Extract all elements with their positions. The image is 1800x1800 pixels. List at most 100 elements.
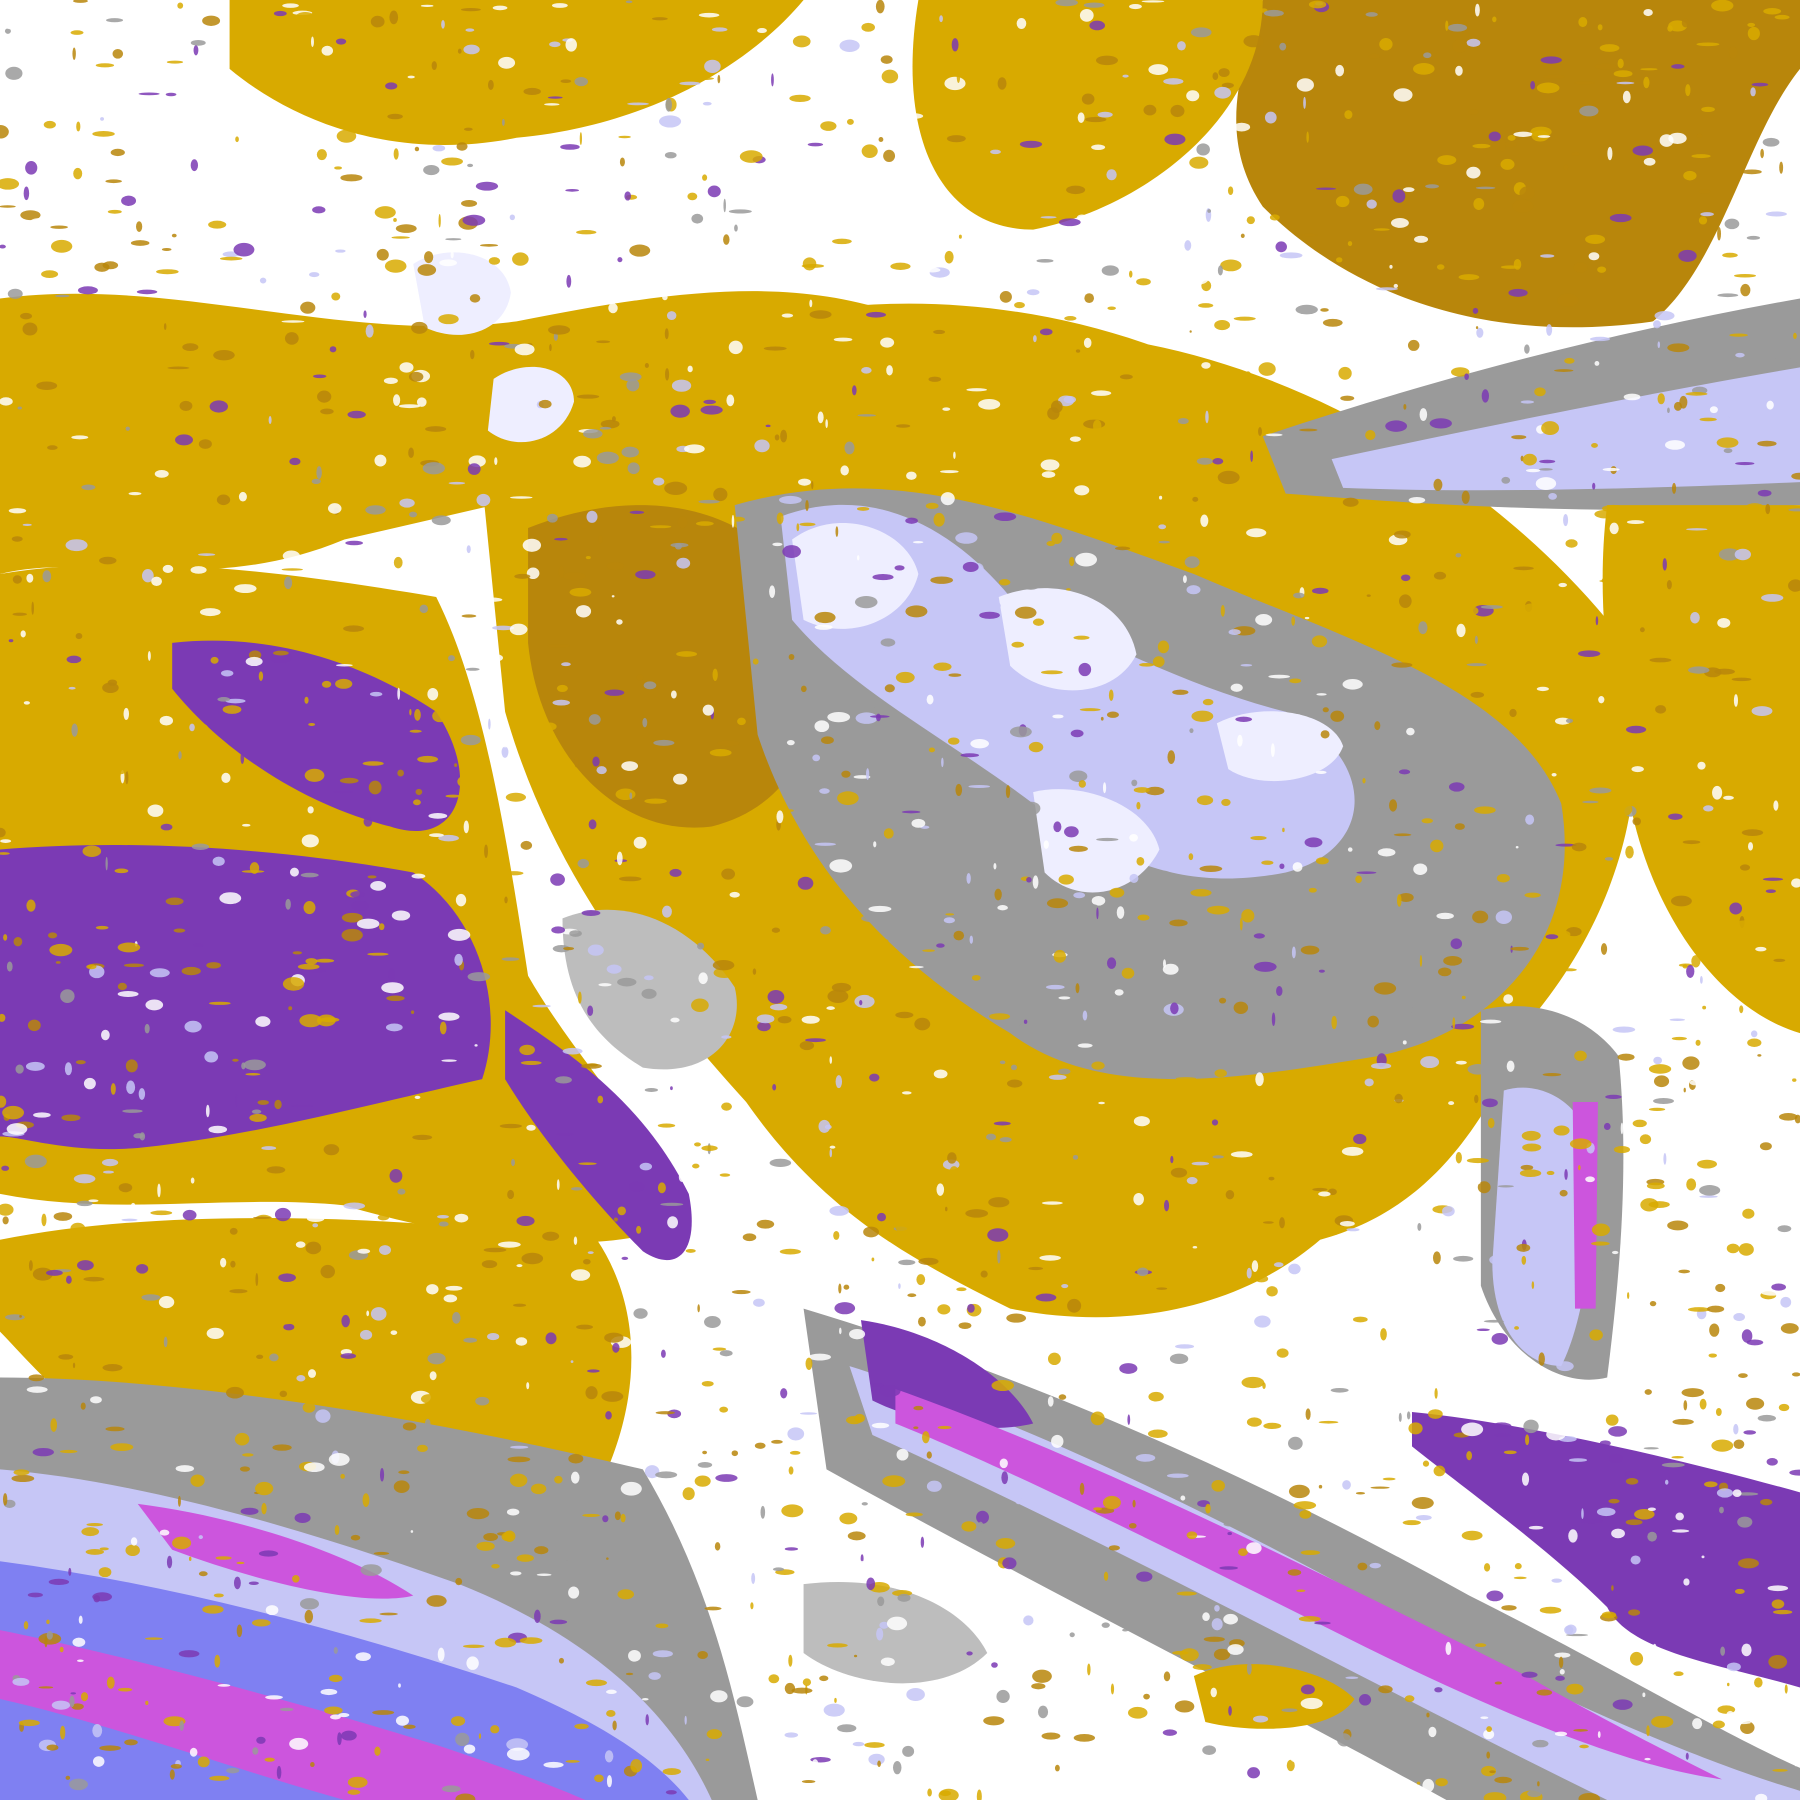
texture-speck (765, 424, 771, 428)
texture-speck (916, 1274, 926, 1286)
texture-speck (222, 705, 242, 714)
texture-speck (1741, 169, 1762, 175)
texture-speck (1375, 287, 1398, 291)
texture-speck (1759, 1142, 1772, 1151)
texture-speck (0, 852, 10, 855)
texture-speck (555, 1132, 575, 1136)
texture-speck (1072, 1658, 1095, 1667)
texture-speck (1219, 997, 1227, 1004)
texture-speck (1746, 235, 1761, 240)
texture-speck (1395, 1379, 1414, 1391)
texture-speck (1729, 333, 1748, 337)
texture-speck (793, 466, 809, 469)
texture-speck (467, 463, 481, 475)
texture-speck (1780, 1296, 1792, 1308)
texture-speck (808, 1711, 817, 1721)
texture-speck (697, 1462, 713, 1468)
texture-speck (866, 311, 886, 318)
texture-speck (801, 1780, 816, 1784)
texture-speck (1177, 417, 1189, 425)
texture-speck (809, 310, 832, 319)
texture-speck (1640, 1198, 1659, 1212)
texture-speck (1189, 728, 1194, 734)
texture-speck (1709, 406, 1718, 414)
texture-speck (976, 1789, 982, 1800)
texture-speck (649, 525, 672, 529)
texture-speck (1534, 387, 1546, 397)
texture-speck (1379, 37, 1393, 51)
texture-speck (1713, 842, 1720, 848)
texture-speck (1077, 112, 1085, 123)
texture-speck (1300, 945, 1320, 955)
texture-speck (13, 719, 32, 734)
texture-speck (1196, 143, 1210, 156)
texture-speck (966, 873, 971, 884)
texture-speck (987, 601, 1001, 611)
texture-speck (1119, 1363, 1138, 1374)
texture-speck (868, 990, 890, 999)
texture-speck (255, 1385, 278, 1398)
texture-speck (379, 1468, 385, 1482)
texture-speck (80, 1402, 86, 1410)
texture-speck (698, 499, 720, 504)
texture-speck (1315, 770, 1327, 774)
texture-speck (1682, 1056, 1700, 1070)
texture-speck (1054, 1764, 1060, 1772)
texture-speck (1699, 1398, 1707, 1410)
texture-speck (465, 742, 471, 756)
texture-speck (190, 159, 199, 172)
texture-speck (789, 94, 811, 103)
texture-speck (1739, 1005, 1744, 1014)
texture-speck (1191, 710, 1214, 722)
texture-speck (55, 961, 61, 964)
texture-speck (229, 1289, 248, 1294)
texture-speck (366, 1310, 370, 1317)
texture-speck (420, 1394, 438, 1404)
texture-speck (702, 704, 714, 716)
texture-speck (1032, 1669, 1052, 1683)
texture-speck (268, 416, 272, 425)
texture-speck (1643, 157, 1656, 166)
texture-speck (956, 1287, 967, 1292)
texture-speck (1058, 218, 1081, 227)
texture-speck (1398, 892, 1414, 902)
texture-speck (854, 994, 875, 1009)
texture-speck (697, 389, 710, 396)
texture-speck (1496, 874, 1510, 883)
texture-speck (75, 149, 88, 162)
texture-speck (359, 1618, 382, 1623)
texture-speck (75, 1060, 86, 1065)
texture-speck (1034, 424, 1046, 432)
texture-speck (142, 569, 154, 583)
texture-speck (662, 905, 672, 918)
texture-speck (288, 1006, 293, 1011)
texture-speck (1665, 440, 1685, 450)
texture-speck (1568, 1458, 1588, 1462)
texture-speck (510, 1571, 522, 1576)
texture-speck (871, 1422, 890, 1429)
texture-speck (23, 186, 30, 201)
texture-speck (1347, 241, 1353, 247)
texture-speck (399, 498, 415, 508)
texture-speck (1554, 1652, 1571, 1658)
texture-speck (1732, 1489, 1742, 1497)
texture-speck (163, 323, 167, 331)
texture-speck (999, 1137, 1012, 1143)
texture-speck (255, 1016, 271, 1027)
texture-speck (800, 685, 807, 693)
texture-speck (620, 1513, 626, 1523)
texture-speck (123, 707, 130, 720)
texture-speck (555, 1076, 572, 1084)
texture-speck (802, 1678, 812, 1687)
texture-speck (1594, 63, 1617, 70)
lavender-central-clouds (780, 504, 1355, 879)
texture-speck (519, 1044, 535, 1056)
texture-speck (691, 213, 704, 224)
texture-speck (102, 261, 119, 270)
texture-speck (731, 514, 735, 528)
texture-speck (165, 897, 184, 906)
texture-speck (1604, 857, 1614, 861)
texture-speck (1462, 1181, 1481, 1185)
texture-speck (1241, 1376, 1265, 1389)
texture-speck (506, 1508, 520, 1516)
